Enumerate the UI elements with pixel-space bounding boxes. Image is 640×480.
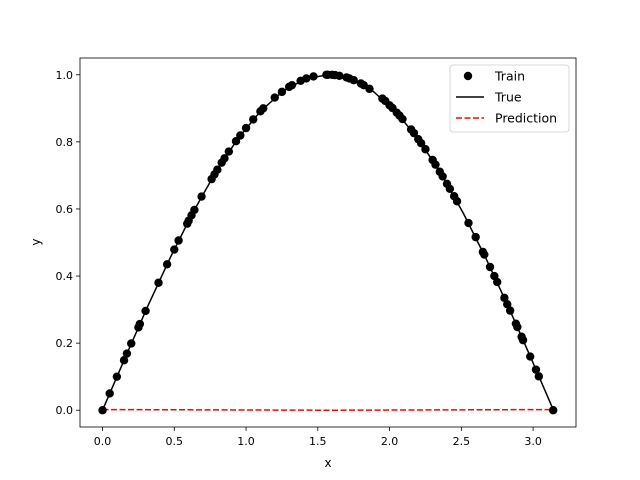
- train-point: [224, 147, 234, 156]
- train-point: [170, 245, 179, 254]
- train-point: [135, 319, 145, 329]
- axes: [79, 57, 577, 428]
- train-point: [141, 306, 150, 316]
- train-point: [119, 356, 129, 365]
- train-point: [112, 372, 122, 381]
- series-line-prediction: [102, 408, 554, 411]
- train-point: [518, 335, 528, 345]
- train-point: [526, 352, 535, 361]
- y-tick-label: 1.0: [56, 69, 74, 82]
- train-point: [349, 75, 358, 85]
- x-axis-label: x: [324, 456, 331, 470]
- y-tick-label: 0.8: [56, 136, 74, 149]
- train-point: [531, 365, 541, 374]
- train-point: [213, 165, 222, 174]
- train-point: [480, 250, 489, 259]
- x-tick-label: 1.5: [309, 435, 327, 448]
- train-point: [162, 260, 172, 269]
- train-point: [503, 300, 512, 309]
- legend: Train True Prediction: [449, 64, 570, 133]
- train-point: [98, 406, 107, 415]
- train-point: [122, 349, 132, 358]
- x-ticks: 0.0 0.5 1.0 1.5 2.0 2.5 3.0: [94, 427, 542, 448]
- train-point: [277, 87, 287, 97]
- legend-label-true: True: [494, 90, 522, 105]
- legend-label-train: Train: [494, 69, 525, 84]
- x-tick-label: 2.5: [453, 435, 471, 448]
- train-point: [220, 154, 229, 163]
- train-point: [464, 218, 473, 228]
- train-point: [485, 262, 495, 272]
- train-point: [190, 205, 199, 215]
- x-tick-label: 3.0: [524, 435, 542, 448]
- train-point: [505, 306, 515, 315]
- train-point: [287, 80, 297, 90]
- train-point: [471, 232, 480, 242]
- train-point: [416, 139, 426, 148]
- train-point: [431, 160, 440, 169]
- train-point: [127, 339, 136, 348]
- train-point: [335, 71, 344, 80]
- x-tick-label: 2.0: [381, 435, 399, 448]
- y-ticks: 0.0 0.2 0.4 0.6 0.8 1.0: [56, 69, 80, 417]
- x-tick-label: 0.5: [166, 435, 184, 448]
- train-point: [197, 192, 206, 201]
- train-point: [241, 123, 251, 133]
- train-point: [548, 406, 558, 415]
- train-point: [231, 136, 241, 146]
- train-point: [438, 172, 447, 181]
- train-point: [236, 131, 245, 140]
- train-point: [445, 184, 455, 194]
- legend-marker-train: [463, 71, 473, 81]
- train-point: [105, 389, 114, 398]
- train-point: [409, 128, 419, 138]
- train-point: [534, 372, 544, 381]
- y-axis-label: y: [29, 238, 43, 245]
- legend-box: [449, 64, 570, 133]
- train-point: [259, 104, 268, 113]
- train-point: [500, 293, 509, 303]
- train-point: [249, 115, 258, 124]
- train-point: [365, 84, 374, 94]
- train-point: [174, 236, 183, 245]
- train-point: [493, 277, 502, 287]
- y-tick-label: 0.6: [56, 203, 74, 216]
- train-point: [309, 72, 318, 81]
- plot-area: [98, 70, 558, 415]
- y-tick-label: 0.2: [56, 337, 74, 350]
- axes-frame: [79, 57, 577, 428]
- train-point: [154, 278, 163, 287]
- train-point: [452, 197, 462, 206]
- y-tick-label: 0.4: [56, 270, 74, 283]
- train-point: [421, 145, 430, 154]
- train-point: [270, 93, 279, 102]
- x-tick-label: 1.0: [237, 435, 255, 448]
- x-tick-label: 0.0: [94, 435, 112, 448]
- legend-label-prediction: Prediction: [495, 111, 557, 126]
- train-point: [398, 114, 407, 124]
- train-point: [513, 322, 522, 332]
- y-tick-label: 0.0: [56, 404, 74, 417]
- train-point: [302, 74, 311, 83]
